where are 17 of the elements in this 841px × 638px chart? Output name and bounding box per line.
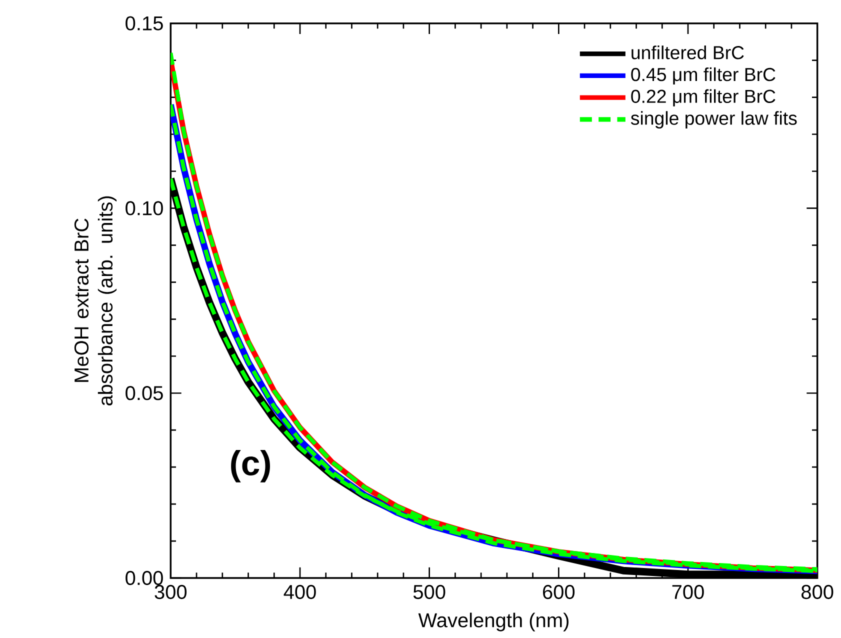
y-axis-title: MeOH extract BrC absorbance (arb. units) — [74, 196, 117, 406]
y-tick-label: 0.10 — [126, 201, 163, 216]
y-tick-label: 0.00 — [126, 570, 163, 586]
x-tick-label: 400 — [284, 584, 316, 600]
x-tick-label: 600 — [543, 584, 575, 600]
x-tick-label: 500 — [413, 584, 446, 600]
x-tick-label: 300 — [154, 584, 187, 600]
legend-label: unfiltered BrC — [632, 46, 744, 60]
y-tick-label: 0.15 — [126, 16, 163, 30]
x-tick-label: 800 — [802, 584, 834, 600]
x-axis-title: Wavelength (nm) — [418, 612, 568, 632]
y-tick-label: 0.05 — [126, 386, 163, 400]
annotation: (c) — [231, 450, 270, 482]
legend-label: 0.22 μm filter BrC — [631, 89, 776, 106]
x-tick-label: 700 — [672, 584, 704, 600]
legend-label: single power law fits — [630, 111, 797, 129]
legend-label: 0.45 μm filter BrC — [631, 67, 776, 85]
